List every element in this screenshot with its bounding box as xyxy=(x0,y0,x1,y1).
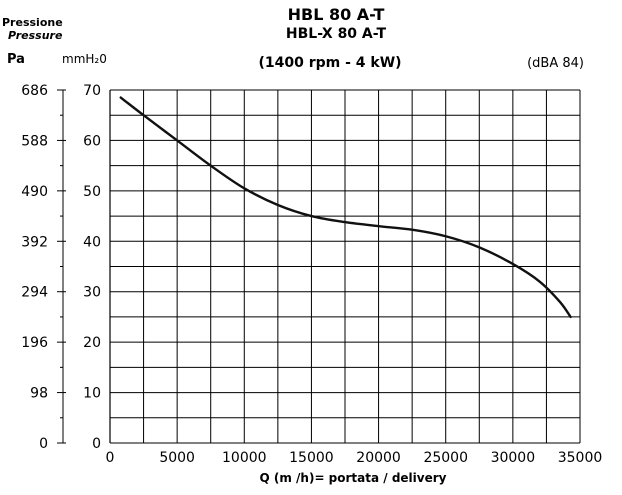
series-layer xyxy=(119,96,572,319)
chart-subtitle: HBL-X 80 A-T xyxy=(286,26,387,42)
secondary-y-tick-label: 196 xyxy=(21,335,48,351)
secondary-y-tick-label: 392 xyxy=(21,234,48,250)
x-tick-label: 20000 xyxy=(356,450,401,466)
speed-power-label: (1400 rpm - 4 kW) xyxy=(258,55,401,71)
secondary-y-tick-label: 686 xyxy=(21,83,48,99)
x-axis-label: Q (m /h)= portata / delivery xyxy=(259,471,446,485)
y-tick-label: 60 xyxy=(83,133,101,149)
x-tick-label: 30000 xyxy=(491,450,536,466)
y-tick-label: 50 xyxy=(83,184,101,200)
x-tick-label: 5000 xyxy=(159,450,195,466)
secondary-y-tick-label: 294 xyxy=(21,285,48,301)
y-tick-label: 30 xyxy=(83,285,101,301)
secondary-y-tick-label: 490 xyxy=(21,184,48,200)
x-tick-label: 15000 xyxy=(289,450,334,466)
noise-level-label: (dBA 84) xyxy=(527,56,584,71)
secondary-y-tick-label: 0 xyxy=(39,436,48,452)
y-tick-label: 20 xyxy=(83,335,101,351)
pressione-label: Pressione xyxy=(2,16,63,29)
axes xyxy=(57,89,111,444)
y-tick-label: 10 xyxy=(83,386,101,402)
y-tick-label: 70 xyxy=(83,83,101,99)
chart-title: HBL 80 A-T xyxy=(288,5,385,24)
secondary-y-tick-label: 98 xyxy=(30,386,48,402)
grid-lines xyxy=(109,89,581,444)
pressure-label: Pressure xyxy=(8,29,63,42)
pa-unit-label: Pa xyxy=(7,52,25,67)
y-tick-label: 40 xyxy=(83,234,101,250)
x-tick-label: 35000 xyxy=(558,450,603,466)
x-tick-label: 25000 xyxy=(423,450,468,466)
secondary-y-tick-label: 588 xyxy=(21,133,48,149)
mmh2o-unit-label: mmH₂0 xyxy=(62,52,107,66)
pressure-curve xyxy=(119,96,572,319)
x-tick-label: 0 xyxy=(106,450,115,466)
x-tick-label: 10000 xyxy=(222,450,267,466)
tick-labels: 0 10 20 30 40 50 60 70 0 98 196 294 392 490 588 686 0 500… xyxy=(21,83,602,466)
y-tick-label: 0 xyxy=(92,436,101,452)
